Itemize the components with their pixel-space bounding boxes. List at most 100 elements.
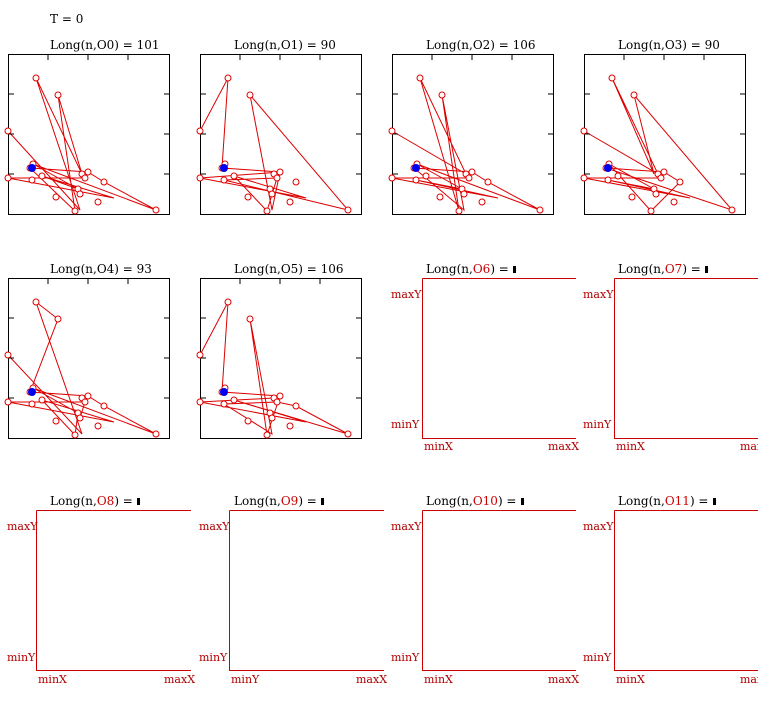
route-node <box>273 398 281 406</box>
route-node <box>536 206 544 214</box>
route-node <box>52 417 60 425</box>
route-node <box>478 198 486 206</box>
o11-x-min-label: minX <box>616 673 645 686</box>
route-node <box>54 91 62 99</box>
o7-y-max-label: maxY <box>583 288 614 301</box>
o7-x-min-label: minX <box>616 440 645 453</box>
depot-marker <box>28 164 36 172</box>
route-node <box>196 127 204 135</box>
route-node <box>268 414 276 422</box>
o10-y-min-label: minY <box>391 651 420 664</box>
route-node <box>344 430 352 438</box>
panel-title-o11: Long(n,O11) = <box>618 494 716 508</box>
route-node <box>4 398 12 406</box>
route-node <box>32 298 40 306</box>
route-line-4 <box>7 300 157 437</box>
cursor-icon <box>320 498 324 505</box>
o8-x-min-label: minX <box>38 673 67 686</box>
o6-y-min-label: minY <box>391 418 420 431</box>
route-node <box>468 168 476 176</box>
panel-title-o1: Long(n,O1) = 90 <box>234 38 336 52</box>
route-node <box>614 172 622 180</box>
panel-title-o7: Long(n,O7) = <box>618 262 708 276</box>
cursor-icon <box>520 498 524 505</box>
route-node <box>292 402 300 410</box>
route-node <box>94 198 102 206</box>
o8-x-max-label: maxX <box>164 673 196 686</box>
route-node <box>647 207 655 215</box>
panel-frame-o6 <box>422 278 576 439</box>
cursor-icon <box>712 498 716 505</box>
route-node <box>263 431 271 439</box>
panel-title-o10: Long(n,O10) = <box>426 494 524 508</box>
route-node <box>244 417 252 425</box>
route-node <box>230 172 238 180</box>
depot-marker <box>604 164 612 172</box>
route-node <box>38 172 46 180</box>
route-node <box>580 127 588 135</box>
route-node <box>438 91 446 99</box>
route-node <box>52 193 60 201</box>
route-node <box>94 422 102 430</box>
cursor-icon <box>704 266 708 273</box>
route-node <box>76 190 84 198</box>
panel-title-o6: Long(n,O6) = <box>426 262 516 276</box>
route-node <box>224 74 232 82</box>
panel-title-o8: Long(n,O8) = <box>50 494 140 508</box>
time-label: T = 0 <box>50 12 84 26</box>
route-node <box>465 174 473 182</box>
route-node <box>220 400 228 408</box>
route-node <box>657 174 665 182</box>
route-node <box>276 168 284 176</box>
route-node <box>286 198 294 206</box>
route-node <box>4 351 12 359</box>
route-node <box>84 168 92 176</box>
route-node <box>4 174 12 182</box>
panel-title-o2: Long(n,O2) = 106 <box>426 38 536 52</box>
o9-x-min-label: minY <box>231 673 260 686</box>
route-node <box>660 168 668 176</box>
route-node <box>220 176 228 184</box>
panel-frame-o8 <box>36 510 191 671</box>
cursor-icon <box>512 266 516 273</box>
route-node <box>484 178 492 186</box>
route-node <box>628 193 636 201</box>
route-node <box>630 91 638 99</box>
depot-marker <box>28 388 36 396</box>
route-node <box>263 207 271 215</box>
route-node <box>38 396 46 404</box>
route-node <box>276 392 284 400</box>
route-node <box>608 74 616 82</box>
route-node <box>246 315 254 323</box>
o9-y-min-label: minY <box>199 651 228 664</box>
o6-x-min-label: minX <box>424 440 453 453</box>
route-node <box>28 400 36 408</box>
route-node <box>412 176 420 184</box>
route-node <box>416 74 424 82</box>
route-node <box>100 402 108 410</box>
route-node <box>286 422 294 430</box>
route-node <box>54 315 62 323</box>
route-node <box>246 91 254 99</box>
route-node <box>670 198 678 206</box>
o8-y-min-label: minY <box>7 651 36 664</box>
route-node <box>71 431 79 439</box>
route-node <box>81 174 89 182</box>
o11-y-max-label: maxY <box>583 520 614 533</box>
route-node <box>273 174 281 182</box>
o10-x-min-label: minX <box>424 673 453 686</box>
route-node <box>388 127 396 135</box>
route-node <box>580 174 588 182</box>
route-node <box>422 172 430 180</box>
route-node <box>388 174 396 182</box>
route-node <box>196 398 204 406</box>
o6-y-max-label: maxY <box>391 288 422 301</box>
route-node <box>604 176 612 184</box>
route-node <box>71 207 79 215</box>
o10-y-max-label: maxY <box>391 520 422 533</box>
route-node <box>344 206 352 214</box>
route-node <box>230 396 238 404</box>
panel-frame-o10 <box>422 510 576 671</box>
route-node <box>100 178 108 186</box>
route-node <box>152 206 160 214</box>
